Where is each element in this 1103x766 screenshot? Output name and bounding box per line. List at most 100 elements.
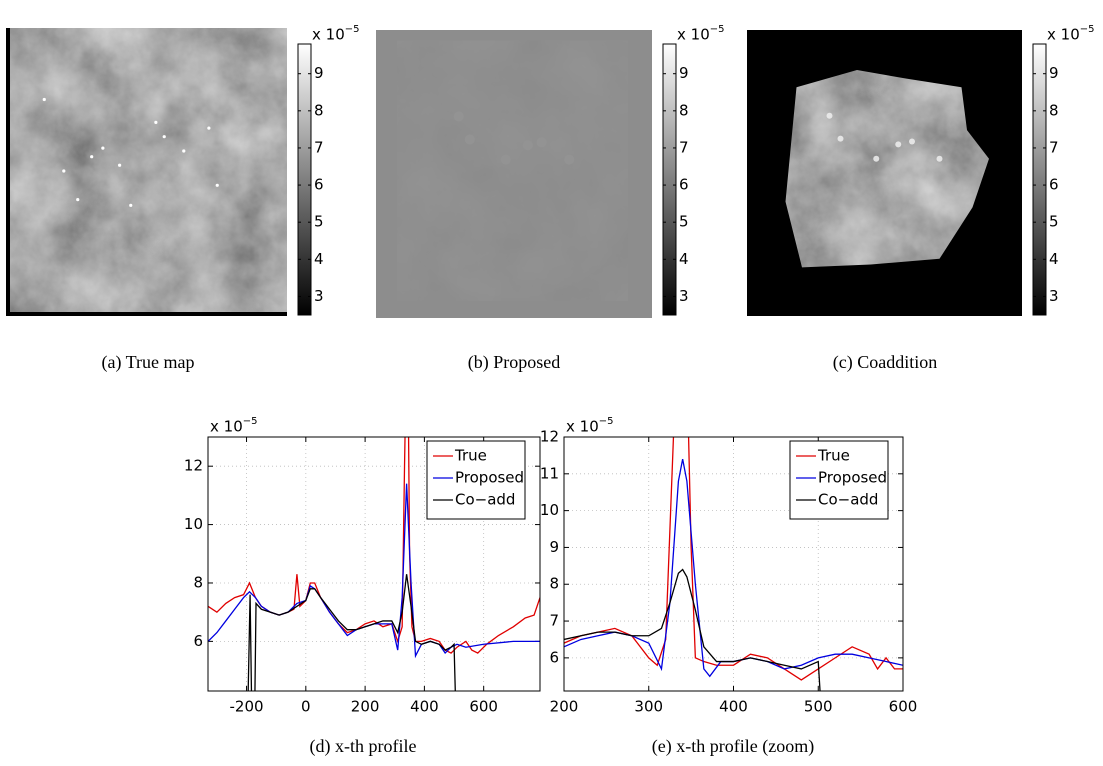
caption: (a) True map <box>102 352 195 373</box>
point-source <box>453 111 464 122</box>
legend-label: Co−add <box>455 491 515 509</box>
series-line <box>564 568 821 691</box>
map-image <box>376 30 652 318</box>
colorbar-tick-label: 4 <box>1049 250 1059 268</box>
axis-multiplier: x 10−5 <box>677 24 724 44</box>
legend-label: Co−add <box>818 491 878 509</box>
point-source <box>76 198 80 202</box>
map-image <box>8 28 287 314</box>
map-image <box>747 30 1022 316</box>
point-source <box>826 112 833 119</box>
colorbar <box>662 43 677 316</box>
x-tick-label: 400 <box>410 698 439 716</box>
x-tick-label: 200 <box>550 698 579 716</box>
colorbar-tick-label: 3 <box>679 287 689 305</box>
series-line <box>247 574 456 691</box>
colorbar-tick-label: 9 <box>679 64 689 82</box>
y-tick-label: 10 <box>540 501 559 519</box>
map-region <box>747 30 1022 316</box>
x-tick-label: -200 <box>230 698 264 716</box>
point-source <box>464 134 475 145</box>
colorbar-tick-label: 3 <box>1049 287 1059 305</box>
colorbar <box>297 43 312 316</box>
point-source <box>895 141 902 148</box>
point-source <box>182 149 186 153</box>
y-tick-label: 11 <box>540 464 559 482</box>
y-tick-label: 9 <box>549 538 559 556</box>
x-tick-label: 600 <box>889 698 918 716</box>
colorbar-tick-label: 6 <box>679 176 689 194</box>
point-source <box>909 138 915 145</box>
point-source <box>62 169 66 173</box>
legend-label: True <box>817 447 850 465</box>
colorbar-tick-label: 7 <box>314 138 324 156</box>
point-source <box>564 154 575 165</box>
legend <box>789 440 889 520</box>
caption: (c) Coaddition <box>833 352 937 373</box>
axis-multiplier-exponent: −5 <box>599 416 614 427</box>
colorbar-tick-label: 4 <box>679 250 689 268</box>
colorbar-tick-label: 8 <box>314 101 324 119</box>
plot-lines <box>208 437 540 691</box>
y-tick-label: 6 <box>549 648 559 666</box>
axis-multiplier: x 10−5 <box>210 416 257 436</box>
y-tick-label: 8 <box>549 575 559 593</box>
colorbar-tick-label: 3 <box>314 287 324 305</box>
x-tick-label: 400 <box>719 698 748 716</box>
colorbar-tick-label: 6 <box>1049 176 1059 194</box>
series-line <box>564 437 903 681</box>
y-tick-label: 7 <box>549 612 559 630</box>
axis-multiplier-exponent: −5 <box>1080 24 1095 35</box>
x-tick-label: 600 <box>469 698 498 716</box>
x-tick-label: 200 <box>351 698 380 716</box>
point-source <box>90 155 94 159</box>
axis-multiplier-exponent: −5 <box>345 24 360 35</box>
caption: (d) x-th profile <box>310 736 417 757</box>
colorbar-tick-label: 5 <box>1049 213 1059 231</box>
plot-frame <box>207 436 541 692</box>
point-source <box>162 135 166 139</box>
axis-multiplier-exponent: −5 <box>243 416 258 427</box>
y-tick-label: 10 <box>184 515 203 533</box>
series-line <box>564 458 903 678</box>
y-tick-label: 12 <box>540 428 559 446</box>
legend-label: True <box>454 447 487 465</box>
y-tick-label: 6 <box>193 632 203 650</box>
point-source <box>500 154 511 165</box>
legend <box>426 440 526 520</box>
colorbar <box>1032 43 1047 316</box>
colorbar-tick-label: 7 <box>679 138 689 156</box>
y-tick-label: 8 <box>193 573 203 591</box>
colorbar-tick-label: 8 <box>1049 101 1059 119</box>
point-source <box>215 183 219 187</box>
point-source <box>118 163 122 167</box>
point-source <box>536 137 547 148</box>
x-tick-label: 500 <box>804 698 833 716</box>
caption: (e) x-th profile (zoom) <box>652 736 814 757</box>
colorbar-tick-label: 7 <box>1049 138 1059 156</box>
point-source <box>837 135 844 142</box>
axis-multiplier: x 10−5 <box>312 24 359 44</box>
point-source <box>101 146 105 150</box>
image-border <box>6 28 287 316</box>
colorbar-tick-label: 9 <box>314 64 324 82</box>
point-source <box>154 120 158 124</box>
colorbar-tick-label: 8 <box>679 101 689 119</box>
axis-multiplier: x 10−5 <box>1047 24 1094 44</box>
point-source <box>873 155 880 162</box>
colorbar-tick-label: 4 <box>314 250 324 268</box>
colorbar-tick-label: 5 <box>679 213 689 231</box>
point-source <box>129 203 133 207</box>
plot-frame <box>563 436 904 692</box>
x-tick-label: 300 <box>634 698 663 716</box>
y-tick-label: 12 <box>184 457 203 475</box>
plot-lines <box>564 437 903 691</box>
axis-multiplier-exponent: −5 <box>710 24 725 35</box>
axis-multiplier: x 10−5 <box>566 416 613 436</box>
legend-label: Proposed <box>455 469 524 487</box>
point-source <box>936 155 943 162</box>
colorbar-tick-label: 9 <box>1049 64 1059 82</box>
x-tick-label: 0 <box>301 698 311 716</box>
colorbar-tick-label: 6 <box>314 176 324 194</box>
